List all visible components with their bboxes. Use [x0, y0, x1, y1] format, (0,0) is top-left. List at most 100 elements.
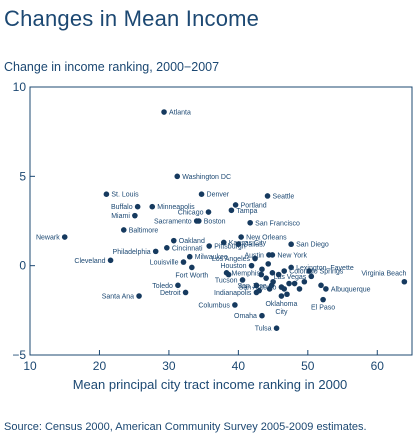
- data-point: [291, 280, 298, 287]
- data-point: [286, 280, 292, 287]
- data-point: [164, 245, 170, 251]
- point-label: Indianapolis: [214, 290, 252, 297]
- data-point: [320, 296, 326, 303]
- point-label: San Francisco: [255, 220, 300, 227]
- data-point: [264, 193, 271, 199]
- data-point: [301, 278, 308, 285]
- data-point: [259, 266, 265, 273]
- data-point: [107, 257, 114, 264]
- source-note: Source: Census 2000, American Community …: [4, 421, 367, 433]
- point-label: Tulsa: [255, 326, 272, 333]
- point-label: St. Louis: [111, 192, 139, 199]
- data-point: [198, 191, 205, 197]
- point-label: Omaha: [234, 313, 257, 320]
- data-point: [275, 271, 282, 278]
- data-point: [296, 286, 303, 292]
- x-tick-label: 20: [93, 359, 107, 373]
- point-label: El Paso: [311, 305, 335, 312]
- data-point: [228, 207, 235, 214]
- point-label: San Diego: [296, 242, 329, 249]
- data-point: [263, 275, 269, 281]
- data-point: [323, 286, 329, 292]
- point-label: New York: [277, 252, 307, 259]
- point-label: Toledo: [152, 283, 173, 290]
- point-label: Las Vegas: [274, 274, 307, 281]
- data-point: [195, 218, 202, 224]
- point-label: Columbus: [198, 302, 230, 309]
- point-label: Baltimore: [129, 227, 159, 234]
- data-point: [259, 312, 265, 319]
- point-label: Chicago: [178, 210, 204, 217]
- data-point: [180, 259, 187, 265]
- chart-subtitle: Change in income ranking, 2000−2007: [4, 60, 220, 74]
- data-point: [273, 325, 280, 332]
- data-point: [256, 287, 263, 294]
- data-point: [269, 270, 276, 276]
- point-label: Memphis: [232, 270, 261, 277]
- data-point: [235, 241, 242, 248]
- data-point: [206, 243, 212, 249]
- y-tick-label: 0: [19, 259, 26, 273]
- point-label: Louisville: [150, 260, 179, 267]
- point-label: Lexington–Fayette: [296, 265, 354, 272]
- point-label: San Antonio: [239, 285, 277, 292]
- point-label: Pittsburgh: [214, 244, 246, 251]
- data-point: [238, 234, 244, 240]
- point-label: Santa Ana: [102, 294, 134, 301]
- data-point: [170, 237, 177, 244]
- point-label: City: [275, 309, 288, 316]
- data-point: [136, 293, 142, 299]
- data-point: [269, 252, 276, 258]
- data-point: [284, 291, 290, 298]
- data-point: [252, 255, 258, 262]
- data-point: [253, 282, 260, 289]
- data-point: [61, 234, 68, 240]
- data-point: [318, 282, 324, 289]
- point-label: Miami: [111, 213, 130, 220]
- data-point: [281, 268, 288, 274]
- point-label: Minneapolis: [157, 204, 195, 211]
- y-tick-label: 5: [19, 169, 26, 183]
- point-label: Washington DC: [182, 174, 231, 181]
- data-point: [175, 282, 181, 289]
- data-point: [225, 271, 232, 278]
- point-label: Sacramento: [154, 219, 192, 226]
- point-label: Colorado Springs: [289, 269, 344, 276]
- data-point: [258, 271, 265, 278]
- point-label: New Orleans: [246, 235, 287, 242]
- data-point: [132, 212, 138, 219]
- data-point: [265, 261, 272, 267]
- data-point: [120, 227, 127, 233]
- point-label: Virginia Beach: [361, 271, 406, 278]
- point-label: Kansas City: [229, 240, 267, 247]
- data-point: [247, 219, 253, 226]
- data-point: [189, 264, 195, 271]
- data-point: [278, 293, 285, 299]
- data-point: [182, 289, 189, 296]
- point-label: Oakland: [179, 238, 205, 245]
- data-point: [186, 253, 193, 260]
- point-label: Atlanta: [169, 110, 191, 117]
- data-point: [306, 268, 313, 274]
- point-label: Denver: [207, 192, 230, 199]
- data-point: [174, 173, 181, 180]
- point-label: Albuquerque: [331, 286, 371, 293]
- point-label: Oklahoma: [265, 301, 297, 308]
- point-label: Philadelphia: [113, 249, 151, 256]
- y-tick-label: −5: [12, 348, 26, 362]
- point-label: Cincinnati: [172, 245, 203, 252]
- data-point: [161, 109, 167, 115]
- x-tick-label: 50: [301, 359, 315, 373]
- data-point: [308, 273, 315, 280]
- point-label: San Jose: [238, 283, 267, 290]
- plot-frame: [29, 86, 413, 356]
- data-point: [239, 277, 246, 283]
- data-point: [134, 203, 141, 210]
- x-tick-label: 40: [232, 359, 246, 373]
- x-tick-label: 30: [162, 359, 176, 373]
- point-label: Fort Worth: [175, 272, 208, 279]
- point-label: Detroit: [160, 290, 181, 297]
- data-point: [266, 286, 273, 292]
- data-point: [288, 264, 294, 271]
